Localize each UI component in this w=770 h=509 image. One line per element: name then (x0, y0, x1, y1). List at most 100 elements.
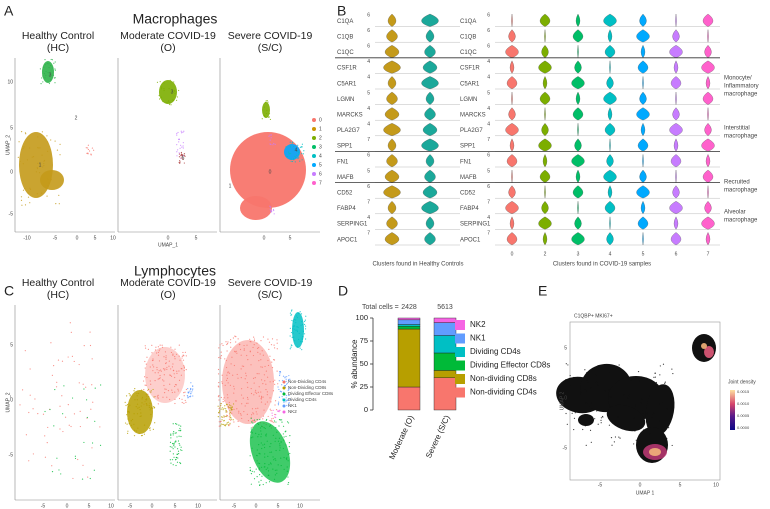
violin (670, 154, 682, 168)
cell (262, 415, 265, 417)
cell (164, 369, 166, 371)
cell (171, 459, 174, 461)
cell (56, 149, 59, 151)
cell (255, 392, 258, 394)
cell (587, 381, 589, 384)
cell (291, 309, 293, 311)
gene-label: CD52 (337, 191, 353, 197)
violin (636, 107, 650, 121)
violin (642, 76, 644, 90)
cell (227, 382, 229, 384)
violin (383, 60, 401, 74)
cell (653, 412, 655, 414)
cell (168, 365, 170, 367)
cell (298, 338, 300, 340)
cell (286, 466, 288, 468)
cell (282, 433, 284, 435)
cell (172, 443, 174, 445)
cell (179, 160, 181, 162)
cell (22, 189, 25, 191)
cell (260, 366, 262, 368)
cell (174, 446, 176, 448)
cell (50, 58, 52, 61)
cell (610, 437, 613, 439)
cell (243, 349, 245, 351)
cell (127, 432, 129, 434)
cell (264, 380, 266, 382)
cell (278, 437, 280, 439)
legend-swatch (455, 360, 465, 371)
cell (244, 405, 246, 407)
cell (220, 402, 222, 405)
cell (29, 188, 32, 190)
cell (641, 398, 643, 400)
cell (165, 102, 167, 104)
cell (157, 354, 160, 356)
cell (178, 355, 180, 357)
cell (264, 462, 266, 465)
cell (170, 437, 172, 439)
cell (170, 346, 172, 348)
gene-label: C1QC (337, 50, 354, 56)
cell (260, 430, 262, 432)
cell (43, 73, 46, 75)
violin (509, 60, 515, 74)
cell (274, 379, 276, 381)
cell (287, 151, 290, 153)
legend-swatch (282, 398, 286, 402)
scale-label: 4 (487, 75, 490, 81)
cell (127, 411, 129, 413)
totals-label: Total cells = (362, 304, 399, 311)
cell (584, 424, 586, 426)
cell (219, 407, 221, 409)
violin (675, 13, 677, 27)
violin (603, 91, 617, 105)
cell (286, 399, 288, 401)
cell-cluster (40, 170, 64, 190)
cell (183, 153, 186, 155)
cell (278, 401, 280, 403)
cell (232, 403, 235, 405)
cell (296, 330, 299, 333)
cell (229, 414, 231, 416)
cell (634, 430, 636, 432)
cell (288, 402, 290, 405)
cell (302, 330, 304, 333)
cell (272, 144, 274, 146)
cell (260, 396, 263, 398)
cell (159, 344, 161, 346)
cell (54, 68, 56, 70)
cell (293, 340, 296, 342)
cell (258, 481, 260, 483)
cell (141, 396, 144, 398)
cell (184, 399, 186, 402)
cell (634, 404, 636, 407)
violin (609, 216, 611, 230)
cell (87, 148, 89, 151)
cell (293, 318, 295, 320)
cell (44, 456, 47, 458)
cell (99, 444, 102, 446)
cell (302, 336, 304, 338)
cell (277, 464, 279, 466)
cell (226, 343, 228, 346)
cell (259, 418, 261, 421)
cell (135, 406, 137, 408)
gene-label: MARCKS (337, 113, 363, 119)
cell (250, 417, 252, 419)
violin (574, 216, 582, 230)
cell (246, 354, 248, 357)
cell (276, 469, 278, 471)
cell (275, 421, 277, 423)
cell (274, 469, 276, 471)
cell (163, 89, 165, 92)
cell (640, 402, 643, 404)
scale-label: 5 (367, 90, 370, 96)
cell (50, 178, 52, 180)
cell (165, 362, 167, 364)
cell (160, 88, 163, 90)
cell (238, 425, 240, 428)
y-tick-label: -5 (9, 452, 14, 458)
cell (151, 352, 153, 354)
gene-label: SPP1 (460, 144, 476, 150)
